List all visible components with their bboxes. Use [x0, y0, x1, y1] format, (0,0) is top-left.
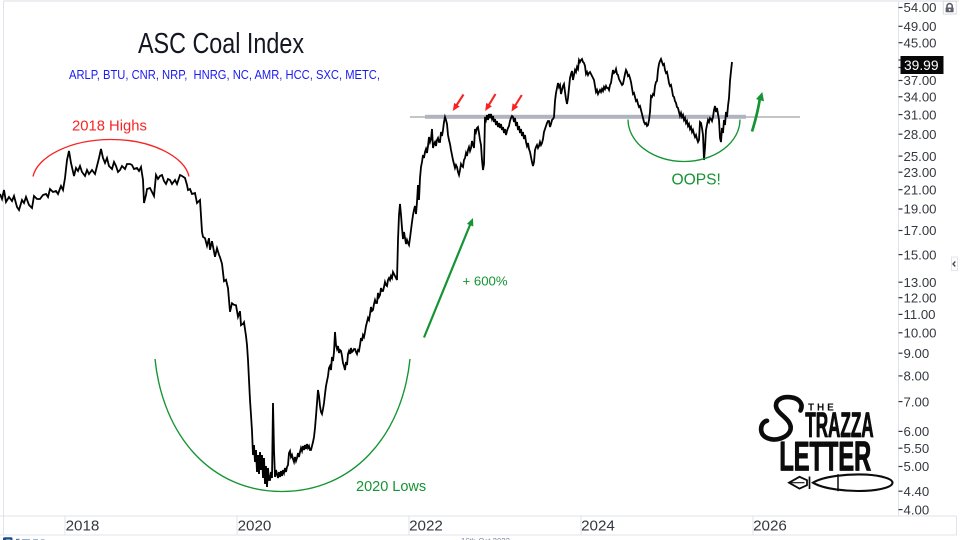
svg-text:+ 600%: + 600%	[463, 274, 508, 289]
svg-text:5.00: 5.00	[904, 459, 930, 474]
svg-text:31.00: 31.00	[904, 107, 937, 122]
svg-text:2020 Lows: 2020 Lows	[356, 479, 426, 495]
svg-text:8.00: 8.00	[904, 369, 930, 384]
svg-text:28.00: 28.00	[904, 127, 937, 142]
svg-text:7.00: 7.00	[904, 394, 930, 409]
svg-text:11.00: 11.00	[904, 307, 936, 322]
svg-text:39.99: 39.99	[904, 58, 939, 73]
svg-text:19.00: 19.00	[904, 202, 937, 217]
svg-text:ASC Coal Index: ASC Coal Index	[138, 28, 304, 60]
svg-text:TRAZZA: TRAZZA	[805, 406, 873, 445]
svg-text:49.00: 49.00	[904, 19, 937, 34]
svg-text:21.00: 21.00	[904, 182, 937, 197]
svg-text:THE: THE	[808, 403, 837, 414]
svg-text:17.00: 17.00	[904, 223, 937, 238]
svg-text:54.00: 54.00	[904, 0, 937, 15]
svg-text:5.50: 5.50	[904, 441, 930, 456]
svg-text:2018: 2018	[66, 517, 100, 534]
svg-text:25.00: 25.00	[904, 149, 937, 164]
svg-text:12.00: 12.00	[904, 290, 937, 305]
svg-text:2026: 2026	[753, 517, 787, 534]
svg-text:2020: 2020	[238, 517, 272, 534]
svg-text:34.00: 34.00	[904, 90, 937, 105]
svg-text:2018 Highs: 2018 Highs	[72, 119, 147, 135]
svg-text:13.00: 13.00	[904, 275, 937, 290]
svg-text:6.00: 6.00	[904, 424, 930, 439]
svg-text:10.00: 10.00	[904, 326, 937, 341]
svg-text:TRAZZA: TRAZZA	[805, 406, 873, 445]
svg-text:ARLP, BTU, CNR, NRP, HNRG, NC: ARLP, BTU, CNR, NRP, HNRG, NC, AMR, HCC,…	[69, 67, 380, 82]
svg-text:LETTER: LETTER	[779, 434, 871, 480]
svg-text:2022: 2022	[409, 517, 443, 534]
svg-text:OOPS!: OOPS!	[672, 172, 721, 189]
svg-text:4.00: 4.00	[904, 502, 930, 517]
svg-text:4.40: 4.40	[904, 484, 930, 499]
svg-text:16th Oct 2023: 16th Oct 2023	[461, 537, 510, 540]
svg-text:45.00: 45.00	[904, 35, 937, 50]
svg-text:15.00: 15.00	[904, 247, 937, 262]
svg-text:LETTER: LETTER	[779, 434, 871, 480]
svg-text:2024: 2024	[581, 517, 615, 534]
svg-text:23.00: 23.00	[904, 165, 937, 180]
svg-text:37.00: 37.00	[904, 73, 937, 88]
svg-text:9.00: 9.00	[904, 346, 930, 361]
